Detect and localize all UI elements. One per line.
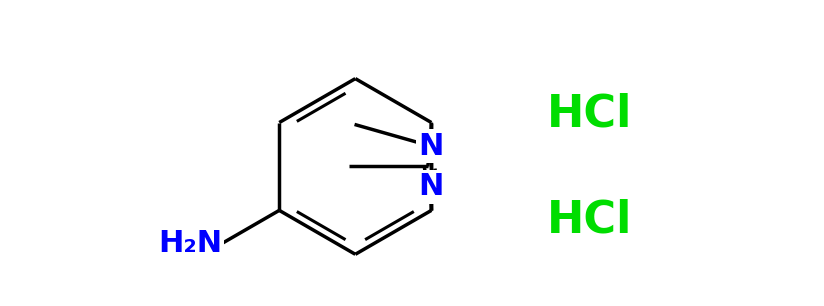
Text: H₂N: H₂N [158,229,222,258]
Text: HCl: HCl [546,199,632,242]
Text: N: N [418,132,443,161]
Text: N: N [418,172,443,201]
Text: HCl: HCl [546,92,632,136]
